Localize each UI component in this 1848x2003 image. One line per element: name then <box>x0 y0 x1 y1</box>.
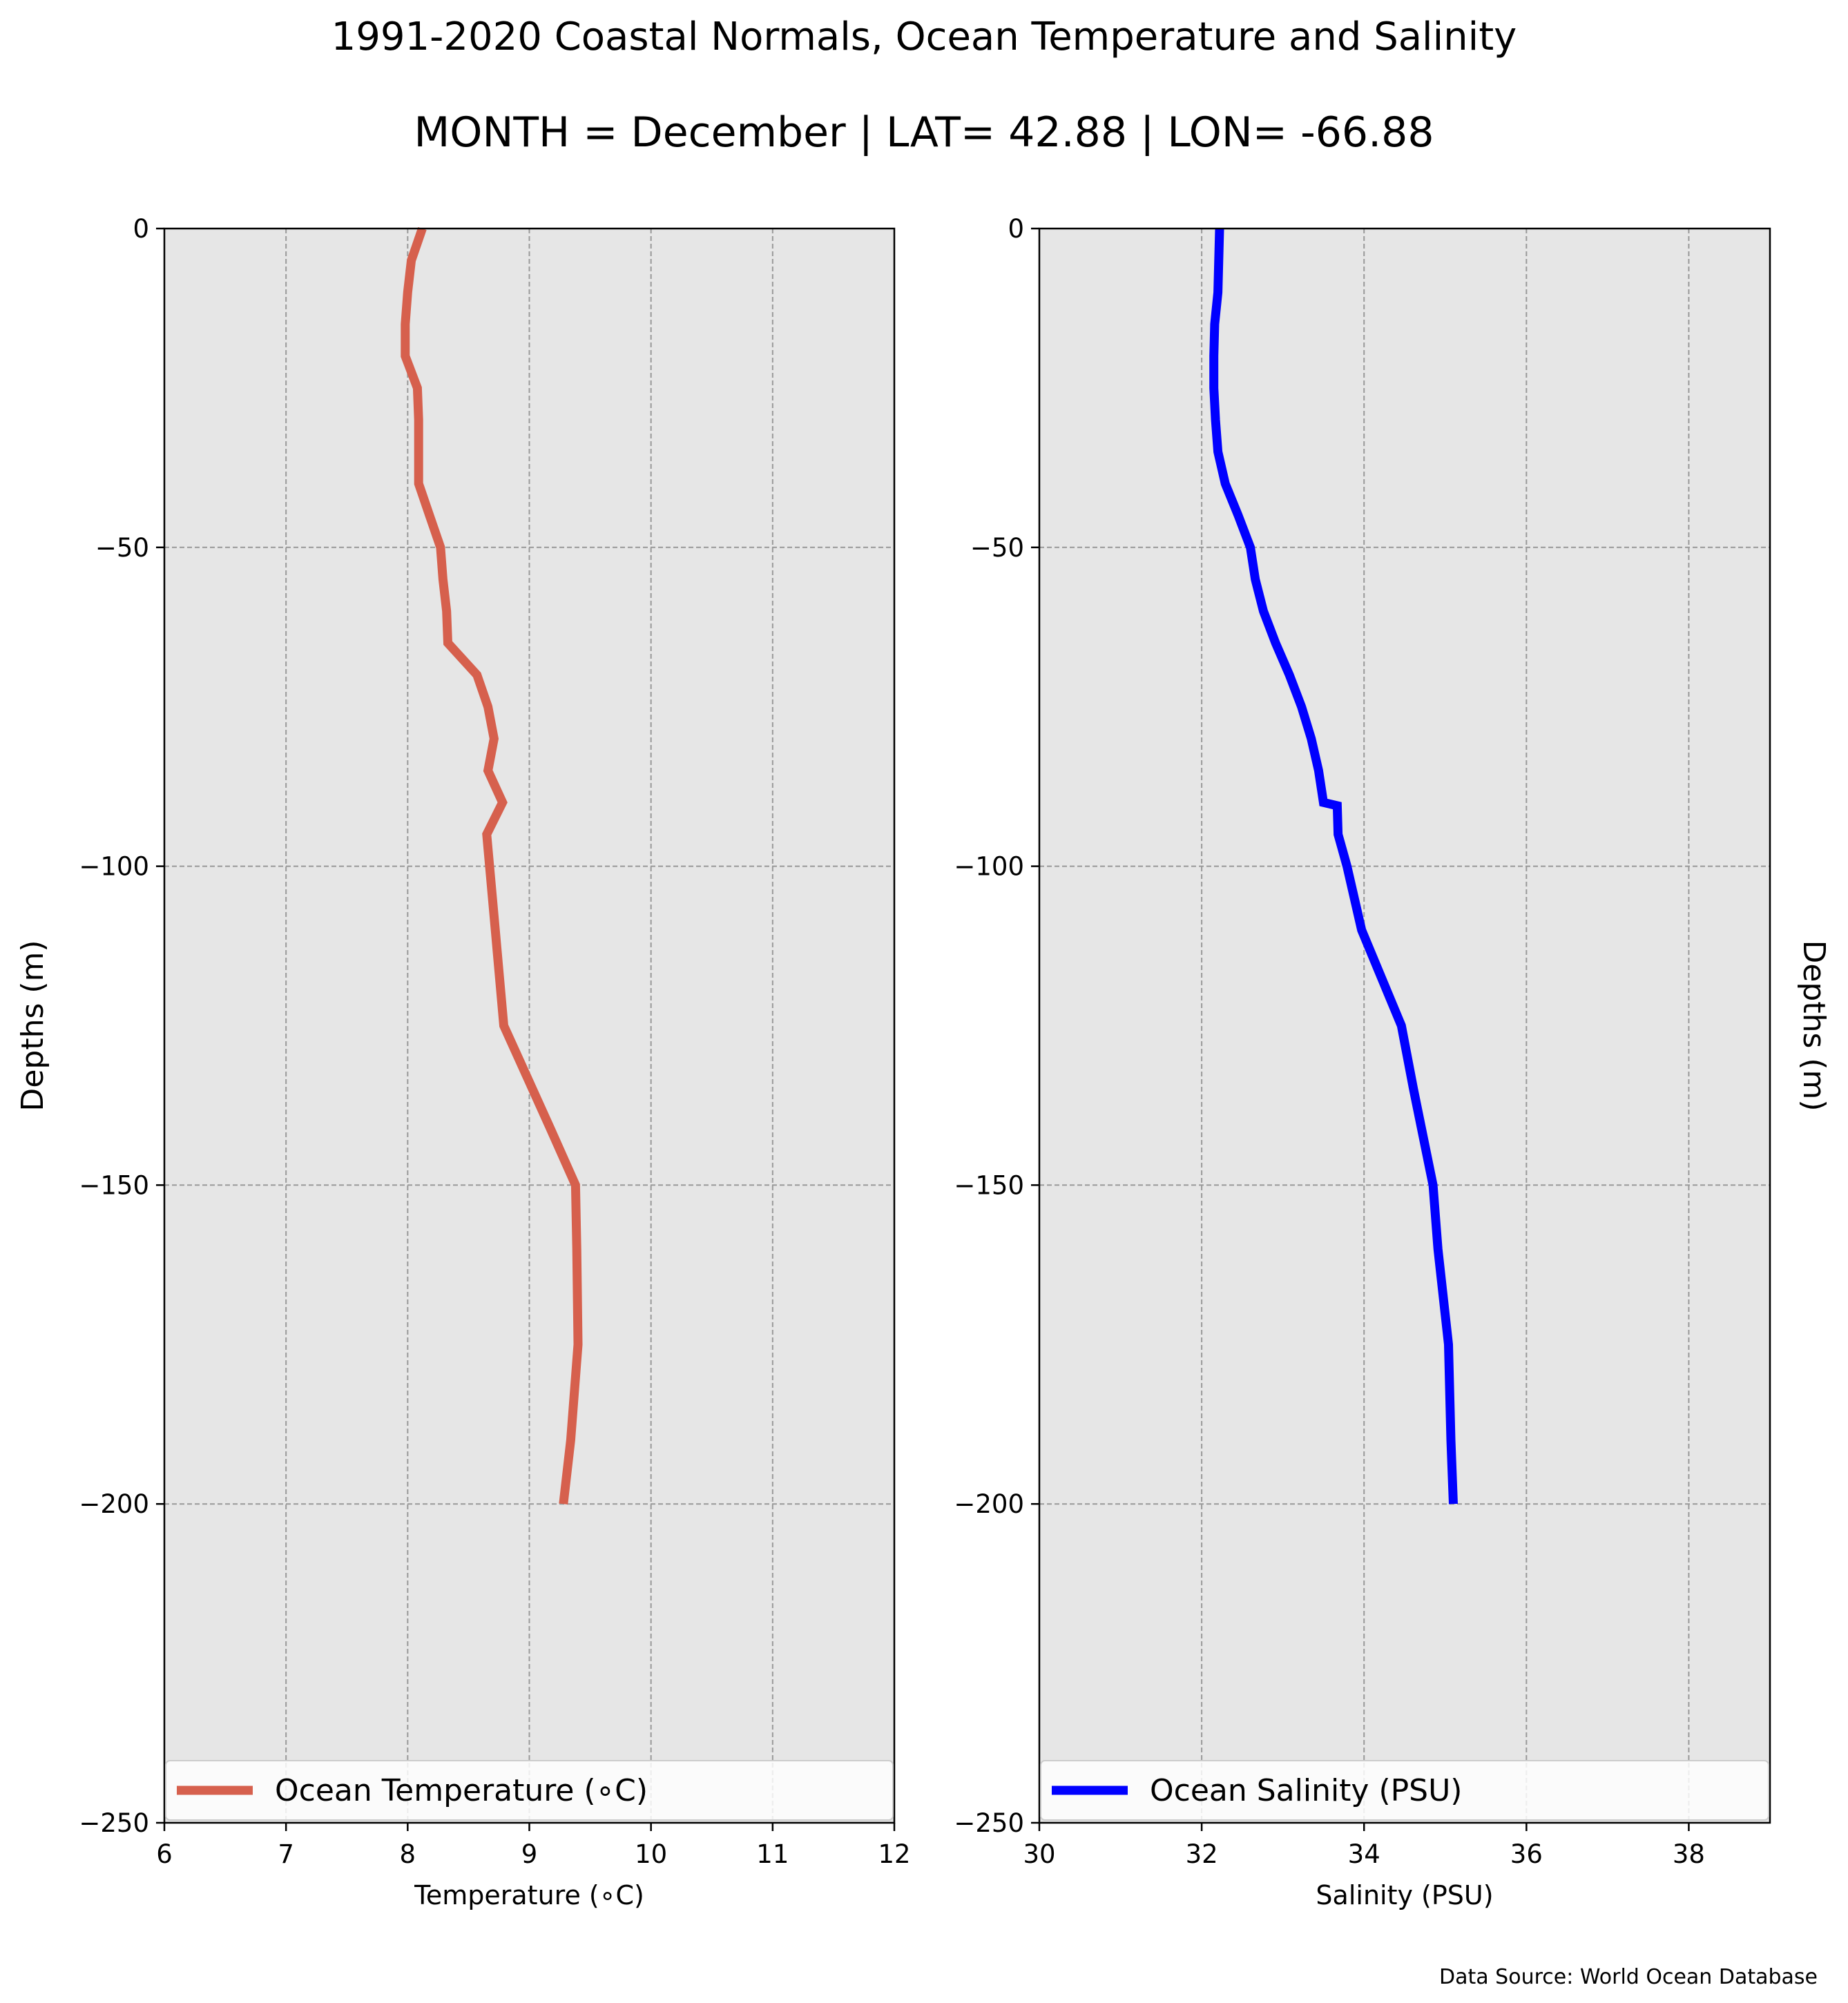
y-tick-label: −250 <box>79 1808 149 1838</box>
series-line <box>401 226 583 1504</box>
y-tick-label: −150 <box>954 1170 1024 1200</box>
chart-title: 1991-2020 Coastal Normals, Ocean Tempera… <box>331 14 1517 59</box>
y-tick-label: −50 <box>95 533 149 563</box>
salinity-panel: 30 32 34 36 38 0 −50 −100 −150 −200 −250 Salinity (… <box>954 214 1831 1910</box>
x-tick-label: 34 <box>1348 1839 1380 1869</box>
legend-box <box>165 1760 894 1821</box>
axes-frame <box>1038 227 1771 1824</box>
source-note: Data Source: World Ocean Database <box>1439 1965 1818 1989</box>
x-axis-label: Salinity (PSU) <box>1316 1880 1493 1910</box>
y-axis-label: Depths (m) <box>15 940 50 1111</box>
chart-subtitle: MONTH = December | LAT= 42.88 | LON= -66… <box>414 108 1434 157</box>
y-tick-label: −200 <box>954 1489 1024 1519</box>
x-tick-label: 9 <box>521 1839 538 1869</box>
legend: Ocean Salinity (PSU) <box>1040 1760 1769 1821</box>
x-tick-label: 32 <box>1186 1839 1218 1869</box>
legend-box <box>1040 1760 1769 1821</box>
y-tick-label: 0 <box>133 214 149 244</box>
temperature-panel: 6 7 8 9 10 11 12 0 −50 −100 −150 −200 −250 Temperatur… <box>15 214 911 1910</box>
x-tick-label: 38 <box>1673 1839 1705 1869</box>
y-tick-label: 0 <box>1008 214 1024 244</box>
x-tick-label: 11 <box>756 1839 789 1869</box>
legend-label: Ocean Salinity (PSU) <box>1150 1773 1462 1808</box>
y-tick-label: −200 <box>79 1489 149 1519</box>
x-tick-label: 7 <box>278 1839 294 1869</box>
x-tick-label: 10 <box>635 1839 667 1869</box>
x-tick-label: 8 <box>400 1839 416 1869</box>
y-tick-label: −100 <box>79 852 149 882</box>
y-tick-label: −150 <box>79 1170 149 1200</box>
x-tick-label: 30 <box>1023 1839 1055 1869</box>
plot-area <box>164 229 894 1823</box>
x-tick-label: 12 <box>878 1839 910 1869</box>
legend: Ocean Temperature (∘C) <box>165 1760 894 1821</box>
legend-label: Ocean Temperature (∘C) <box>275 1773 648 1808</box>
y-tick-label: −50 <box>970 533 1024 563</box>
y-tick-label: −100 <box>954 852 1024 882</box>
series-line <box>1209 228 1458 1504</box>
x-tick-label: 6 <box>156 1839 173 1869</box>
x-tick-label: 36 <box>1510 1839 1543 1869</box>
x-axis-label: Temperature (∘C) <box>414 1880 644 1910</box>
y-axis-label-right: Depths (m) <box>1796 940 1831 1111</box>
y-tick-label: −250 <box>954 1808 1024 1838</box>
